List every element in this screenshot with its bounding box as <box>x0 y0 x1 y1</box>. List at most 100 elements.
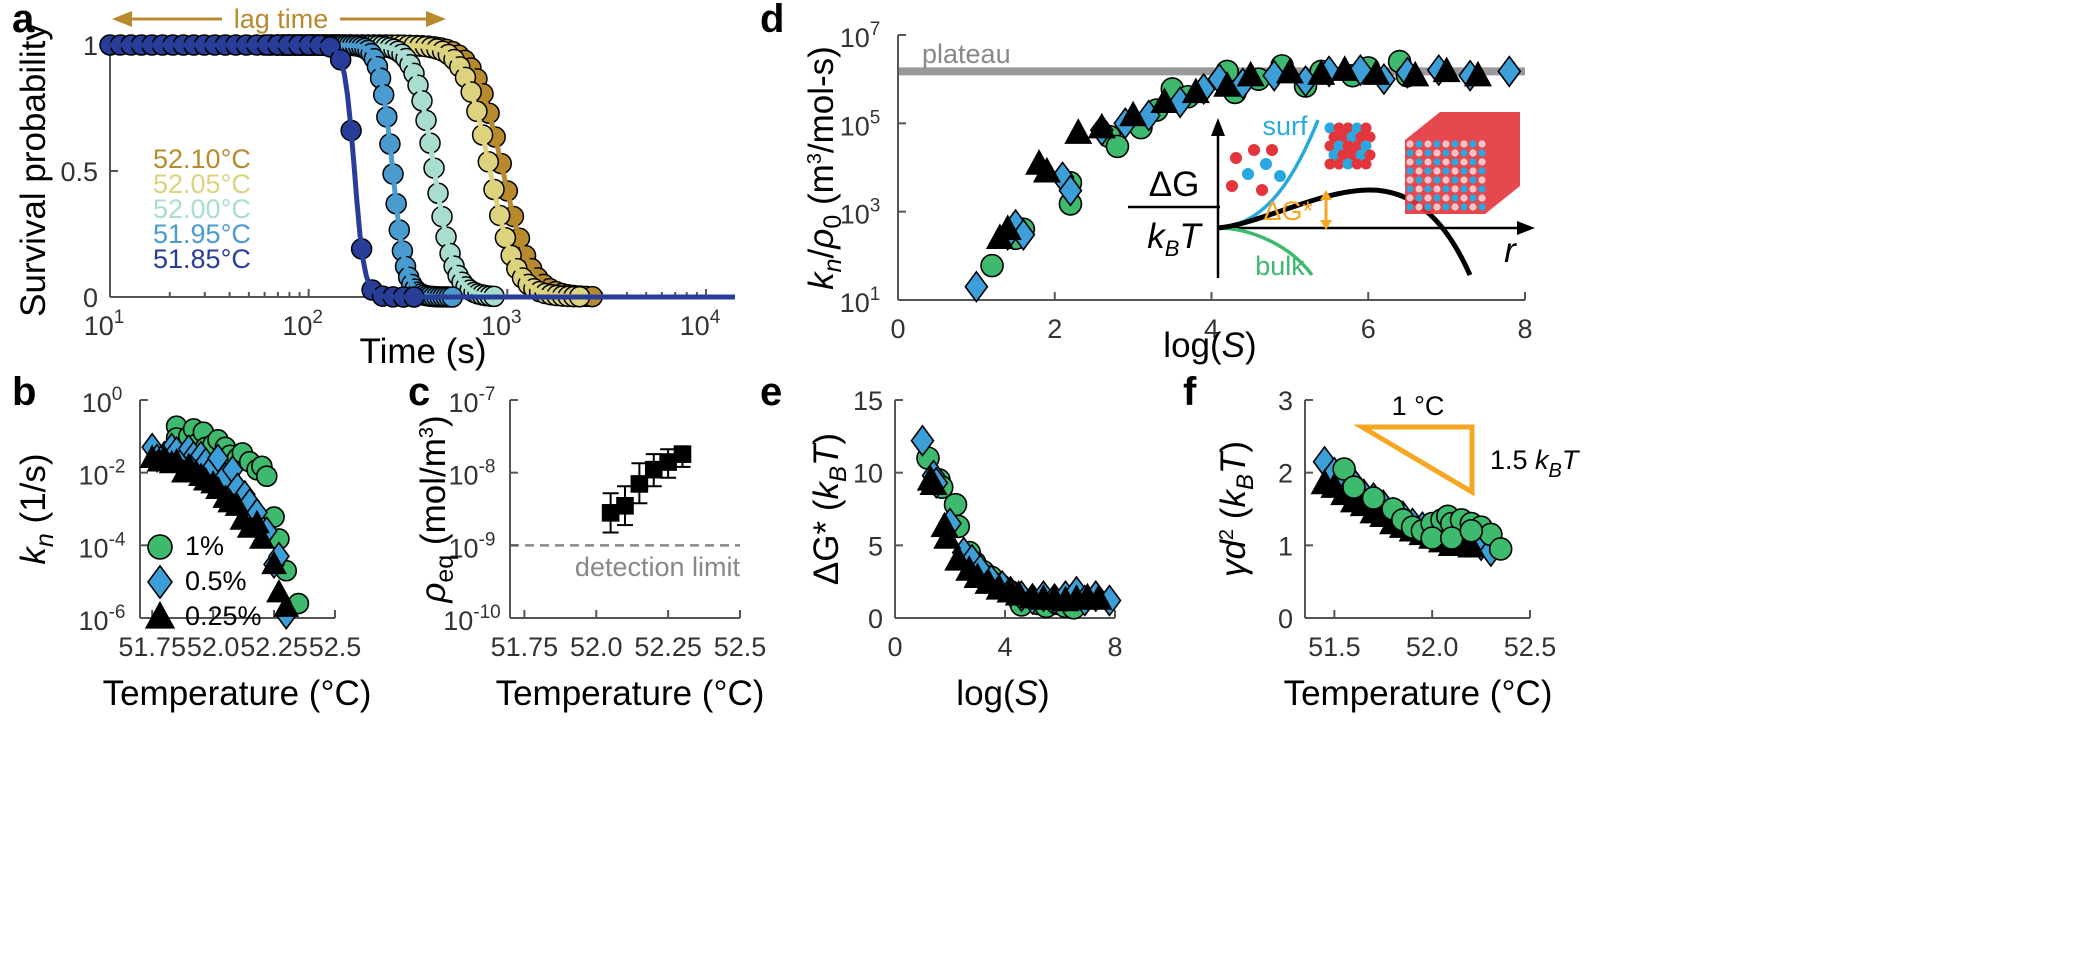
a-legend-label: 52.05°C <box>153 169 251 199</box>
d-point <box>1064 118 1093 144</box>
d-inset-crystal-atom <box>1469 203 1477 211</box>
d-inset-molecule <box>1256 184 1268 196</box>
panel-label-f: f <box>1183 370 1197 414</box>
d-inset-nucleus-atom <box>1324 122 1336 134</box>
d-inset-nucleus-atom <box>1364 131 1376 143</box>
d-inset-crystal-atom <box>1460 176 1468 184</box>
f-ytick-label: 2 <box>1278 459 1293 489</box>
f-xtick-label: 52.0 <box>1406 632 1459 662</box>
d-inset-total-curve <box>1217 187 1473 277</box>
d-point <box>1181 77 1210 104</box>
b-ytick-label: 10-6 <box>79 602 126 636</box>
d-inset-crystal-atom <box>1415 176 1423 184</box>
e-point <box>933 523 962 549</box>
d-inset-nucleus-atom <box>1360 158 1372 170</box>
d-inset-crystal-atom <box>1424 158 1432 166</box>
a-lag-arrowhead-right <box>426 11 446 27</box>
f-slope-label-x: 1 °C <box>1392 391 1445 421</box>
d-inset-crystal-atom <box>1478 140 1486 148</box>
d-inset-crystal-atom <box>1469 167 1477 175</box>
d-inset-crystal-atom <box>1433 158 1441 166</box>
d-inset-crystal-atom <box>1451 185 1459 193</box>
d-ytick-label: 105 <box>840 107 881 141</box>
d-point <box>980 253 1004 278</box>
d-inset-crystal-atom <box>1424 194 1432 202</box>
f-point <box>1332 457 1356 481</box>
b-legend-label: 1% <box>185 531 224 561</box>
d-inset-crystal-atom <box>1442 149 1450 157</box>
c-xtick-label: 52.0 <box>570 632 623 662</box>
d-inset-crystal-atom <box>1442 194 1450 202</box>
d-inset-nucleus-atom <box>1328 149 1340 161</box>
d-inset-bulk-label: bulk <box>1255 251 1305 281</box>
d-inset-nucleus-atom <box>1342 158 1354 170</box>
d-inset-crystal-atom <box>1424 185 1432 193</box>
d-inset-crystal-atom <box>1469 185 1477 193</box>
d-point <box>1275 57 1304 84</box>
d-inset-crystal-atom <box>1451 149 1459 157</box>
d-inset-crystal-atom <box>1406 149 1414 157</box>
d-inset-crystal-atom <box>1451 140 1459 148</box>
f-ytick-label: 3 <box>1278 386 1293 416</box>
f-point <box>1459 518 1484 543</box>
e-ylabel: ΔG* (kBT) <box>807 433 852 585</box>
b-ytick-label: 10-4 <box>79 529 126 563</box>
d-inset-crystal-atom <box>1460 185 1468 193</box>
d-inset-crystal-atom <box>1415 194 1423 202</box>
d-inset-crystal-atom <box>1469 194 1477 202</box>
d-inset-crystal-atom <box>1424 140 1432 148</box>
c-xlabel: Temperature (°C) <box>496 674 765 713</box>
d-inset-molecule <box>1260 158 1272 170</box>
d-inset-r-label: r <box>1504 231 1517 270</box>
d-xtick-label: 4 <box>1204 314 1219 344</box>
d-inset-crystal-atom <box>1415 185 1423 193</box>
d-inset-crystal-atom <box>1424 203 1432 211</box>
b-xtick-label: 52.0 <box>187 632 240 662</box>
d-inset-crystal-atom <box>1460 203 1468 211</box>
c-detection-label: detection limit <box>575 552 741 582</box>
c-ytick-label: 10-10 <box>443 602 501 636</box>
a-legend-label: 52.00°C <box>153 194 251 224</box>
c-xtick-label: 52.5 <box>714 632 767 662</box>
d-point <box>1307 59 1336 85</box>
f-ytick-label: 1 <box>1278 531 1293 561</box>
d-ytick-label: 101 <box>840 284 881 318</box>
d-inset-r-arrowhead <box>1517 221 1535 235</box>
f-xtick-label: 52.5 <box>1504 632 1557 662</box>
d-inset-nucleus-atom <box>1346 149 1358 161</box>
d-inset-barrier-head <box>1320 190 1332 200</box>
d-inset-crystal-atom <box>1442 140 1450 148</box>
d-inset-surf-label: surf <box>1262 111 1308 141</box>
d-inset-g-arrowhead <box>1211 118 1225 136</box>
d-inset-nucleus-atom <box>1351 158 1363 170</box>
d-inset-nucleus-atom <box>1342 122 1354 134</box>
a-legend-label: 51.95°C <box>153 219 251 249</box>
d-inset-nucleus-atom <box>1360 122 1372 134</box>
c-point <box>616 496 634 515</box>
d-inset-crystal-atom <box>1478 185 1486 193</box>
d-point <box>1362 59 1391 85</box>
d-inset-nucleus-atom <box>1360 140 1372 152</box>
e-xlabel: log(S) <box>956 674 1049 713</box>
d-inset-crystal-atom <box>1460 149 1468 157</box>
d-xlabel: log(S) <box>1163 326 1256 365</box>
d-point <box>1348 53 1373 87</box>
d-inset-crystal-atom <box>1469 149 1477 157</box>
d-inset-crystal-atom <box>1433 203 1441 211</box>
e-point <box>1084 584 1113 610</box>
d-point <box>1032 156 1061 183</box>
d-inset-crystal-atom <box>1460 194 1468 202</box>
e-xtick-label: 4 <box>997 632 1012 662</box>
d-inset-nucleus-atom <box>1324 140 1336 152</box>
c-point <box>673 445 692 463</box>
d-inset-nucleus-atom <box>1351 122 1363 134</box>
d-inset-crystal-atom <box>1433 185 1441 193</box>
d-point <box>1330 55 1359 81</box>
d-inset-crystal-atom <box>1451 167 1459 175</box>
a-xlabel: Time (s) <box>359 332 486 371</box>
a-ylabel: Survival probability <box>14 23 53 317</box>
d-inset-crystal-atom <box>1406 176 1414 184</box>
d-point <box>1213 71 1242 97</box>
d-inset-crystal-atom <box>1478 167 1486 175</box>
d-plateau-label: plateau <box>922 39 1011 69</box>
